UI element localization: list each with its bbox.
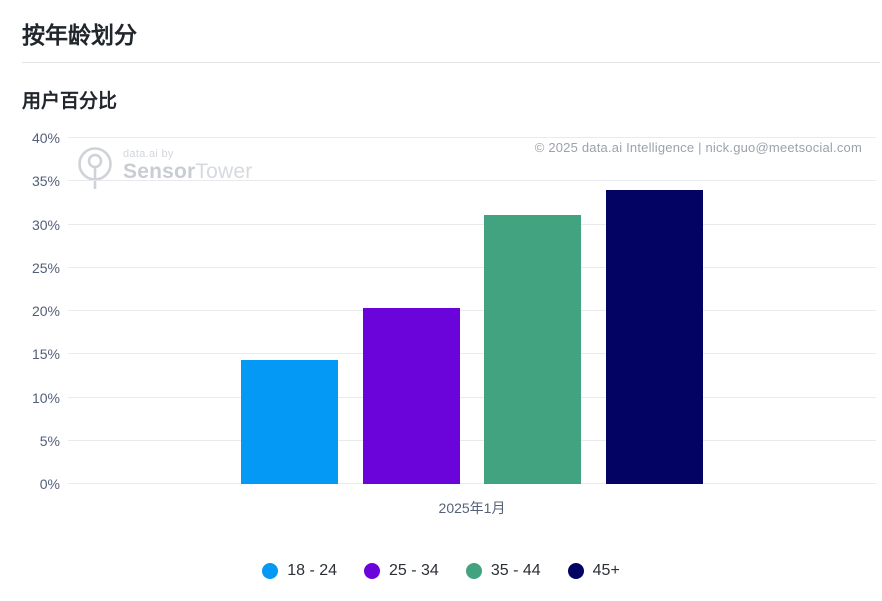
- legend-dot-icon: [465, 563, 482, 579]
- gridline: [68, 310, 876, 311]
- gridline: [68, 353, 876, 355]
- plot-area: [68, 137, 876, 484]
- gridline: [68, 396, 876, 398]
- bar-35-44[interactable]: [484, 215, 582, 484]
- legend-label: 35 - 44: [490, 562, 541, 579]
- legend-item-45plus[interactable]: 45+: [567, 562, 620, 580]
- bar-18-24[interactable]: [241, 360, 339, 484]
- y-tick-label: 15%: [31, 346, 60, 363]
- gridline: [68, 266, 876, 268]
- y-tick-label: 5%: [39, 432, 60, 449]
- legend-label: 18 - 24: [287, 562, 338, 579]
- legend-item-25-34[interactable]: 25 - 34: [364, 562, 439, 580]
- legend-item-18-24[interactable]: 18 - 24: [262, 562, 337, 580]
- y-tick-label: 35%: [31, 173, 60, 190]
- bar-45plus[interactable]: [605, 189, 703, 484]
- copyright-text: © 2025 data.ai Intelligence | nick.guo@m…: [534, 140, 862, 155]
- y-tick-label: 25%: [31, 259, 60, 276]
- gridline: [68, 137, 876, 138]
- bar-25-34[interactable]: [362, 307, 460, 484]
- legend-item-35-44[interactable]: 35 - 44: [465, 562, 541, 580]
- x-axis-label: 2025年1月: [438, 500, 506, 516]
- gridline: [68, 180, 876, 182]
- y-axis-labels: 0% 5% 10% 15% 20% 25% 30% 35% 40%: [0, 130, 60, 492]
- y-tick-label: 40%: [31, 130, 60, 146]
- y-tick-label: 20%: [31, 303, 60, 319]
- legend-dot-icon: [262, 563, 279, 579]
- legend-label: 45+: [592, 562, 620, 579]
- legend-dot-icon: [364, 563, 381, 579]
- gridline: [68, 223, 876, 225]
- gridline: [68, 483, 876, 484]
- chart-title: 用户百分比: [22, 91, 118, 112]
- legend-dot-icon: [567, 563, 584, 579]
- y-tick-label: 0%: [39, 476, 60, 492]
- y-tick-label: 30%: [31, 216, 60, 233]
- page-title: 按年龄划分: [22, 22, 137, 48]
- legend-label: 25 - 34: [389, 562, 439, 579]
- gridline: [68, 439, 876, 441]
- y-tick-label: 10%: [31, 389, 60, 406]
- title-divider: [22, 62, 880, 63]
- legend: 18 - 24 25 - 34 35 - 44 45+: [0, 556, 882, 586]
